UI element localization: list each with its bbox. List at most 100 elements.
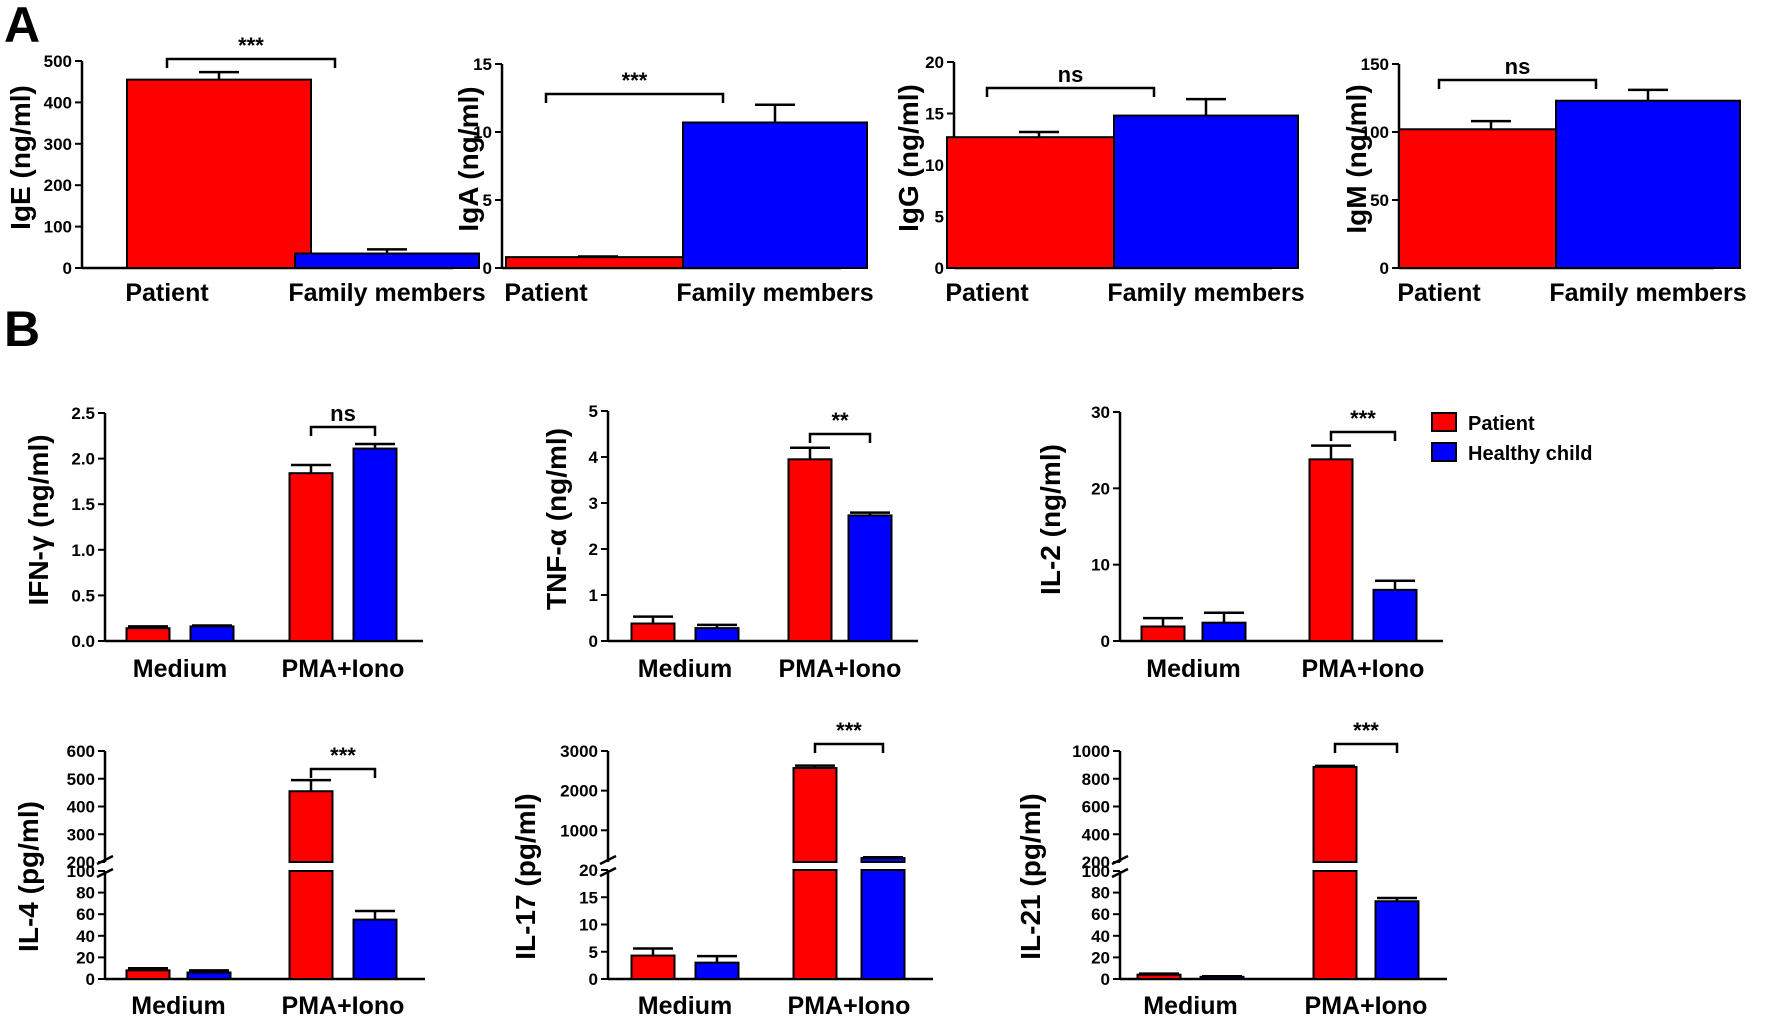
y-tick-label: 200	[67, 853, 95, 872]
bar-patient-medium	[125, 969, 171, 980]
y-tick-label: 0	[63, 259, 72, 278]
x-tick-label: Patient	[125, 279, 209, 307]
y-tick-label: 2.0	[71, 450, 95, 469]
y-tick-label: 0	[589, 632, 598, 651]
y-tick-label: 1000	[1072, 742, 1110, 761]
x-tick-label: PMA+Iono	[282, 992, 405, 1020]
significance-label: **	[831, 408, 849, 433]
y-tick-label: 0	[589, 970, 598, 989]
x-tick-label: Patient	[504, 279, 588, 307]
bar-patient-pmaiono	[1311, 765, 1359, 980]
error-bar	[1186, 97, 1226, 116]
y-tick-label: 3000	[560, 742, 598, 761]
significance-label: ***	[622, 68, 648, 93]
y-tick-label: 5	[589, 402, 598, 421]
bar-patient-medium	[1136, 973, 1182, 980]
significance-label: ***	[238, 33, 264, 58]
axis-break-mark	[96, 867, 114, 879]
bar-healthy-child-medium	[186, 971, 232, 981]
x-tick-label: Medium	[133, 655, 227, 683]
y-tick-label: 400	[44, 93, 72, 112]
error-bar	[291, 463, 331, 474]
y-tick-label: 10	[579, 916, 598, 935]
y-tick-label: 5	[589, 943, 598, 962]
bar-healthy-child-medium	[694, 961, 740, 981]
significance-bracket: ***	[1329, 406, 1397, 441]
y-tick-label: 50	[1370, 191, 1389, 210]
y-tick-label: 0	[935, 259, 944, 278]
chart-ige: 0 100 200 300 400 500 Patient Family members ***…	[5, 33, 486, 307]
x-tick-label: Medium	[1143, 992, 1237, 1020]
legend-label-patient: Patient	[1468, 413, 1535, 435]
y-axis-label: IL-17 (pg/ml)	[510, 793, 541, 959]
bar-patient-medium	[630, 954, 676, 981]
y-tick-label: 20	[925, 53, 944, 72]
legend-label-healthy: Healthy child	[1468, 443, 1592, 465]
y-tick-label: 30	[1091, 403, 1110, 422]
axis-break-mark	[1111, 867, 1129, 879]
bar-healthy-child-pmaiono	[859, 857, 907, 980]
error-bar	[1377, 896, 1417, 902]
significance-label: ns	[1058, 62, 1084, 87]
error-bar	[863, 855, 903, 859]
y-tick-label: 2.5	[71, 404, 95, 423]
y-tick-label: 0	[483, 259, 492, 278]
bar-healthy-child-pmaiono	[352, 918, 398, 980]
y-axis-label: TNF-α (ng/ml)	[541, 428, 572, 610]
bar-patient	[1398, 128, 1584, 269]
y-tick-label: 2000	[560, 782, 598, 801]
error-bar	[633, 615, 673, 624]
x-tick-label: PMA+Iono	[1302, 655, 1425, 683]
bar-patient-medium	[125, 627, 171, 642]
y-axis-label: IFN-γ (ng/ml)	[23, 434, 54, 605]
significance-bracket: ***	[309, 743, 377, 778]
bar-healthy-child-medium	[1201, 621, 1247, 642]
significance-bracket: ns	[1437, 54, 1598, 89]
axis-break-mark	[599, 854, 617, 866]
bar-healthy-child-pmaiono	[1374, 900, 1420, 980]
y-tick-label: 3	[589, 494, 598, 513]
y-tick-label: 600	[67, 742, 95, 761]
y-tick-label: 0	[1101, 970, 1110, 989]
bar-patient-pmaiono	[787, 458, 833, 642]
bar-healthy-child-pmaiono	[1372, 588, 1418, 643]
bar-patient-medium	[1140, 625, 1186, 642]
y-tick-label: 40	[1091, 927, 1110, 946]
bar-healthy-child-medium	[694, 627, 740, 642]
significance-bracket: ***	[544, 68, 725, 103]
y-tick-label: 200	[1082, 853, 1110, 872]
y-tick-label: 100	[44, 218, 72, 237]
bar-healthy-child-medium	[189, 625, 235, 643]
error-bar	[355, 442, 395, 449]
x-tick-label: Patient	[1397, 279, 1481, 307]
y-tick-label: 1.0	[71, 541, 95, 560]
y-tick-label: 100	[1361, 123, 1389, 142]
error-bar	[1471, 119, 1511, 130]
y-axis-label: IgE (ng/ml)	[5, 85, 36, 230]
significance-label: ***	[1353, 718, 1379, 743]
y-axis-label: IgG (ng/ml)	[893, 84, 924, 232]
y-tick-label: 20	[1091, 479, 1110, 498]
x-tick-label: PMA+Iono	[282, 655, 405, 683]
error-bar	[795, 764, 835, 769]
y-tick-label: 20	[1091, 948, 1110, 967]
x-tick-label: Family members	[1549, 279, 1746, 307]
legend-swatch-patient	[1431, 412, 1457, 432]
bar-patient-pmaiono	[791, 767, 839, 980]
chart-igg: 0 5 10 15 20 Patient Family members ns IgG (ng/m…	[893, 53, 1305, 307]
y-tick-label: 200	[44, 176, 72, 195]
error-bar	[1143, 616, 1183, 627]
y-tick-label: 150	[1361, 55, 1389, 74]
error-bar	[128, 625, 168, 629]
significance-bracket: ns	[985, 62, 1156, 97]
y-tick-label: 1.5	[71, 495, 95, 514]
y-tick-label: 10	[473, 123, 492, 142]
bar-patient	[946, 136, 1132, 269]
bar-patient-pmaiono	[288, 472, 334, 642]
bar-patient-pmaiono	[287, 790, 335, 980]
y-tick-label: 20	[579, 861, 598, 880]
y-tick-label: 5	[483, 191, 492, 210]
y-tick-label: 10	[1091, 556, 1110, 575]
y-tick-label: 5	[935, 208, 944, 227]
error-bar	[1139, 972, 1179, 975]
